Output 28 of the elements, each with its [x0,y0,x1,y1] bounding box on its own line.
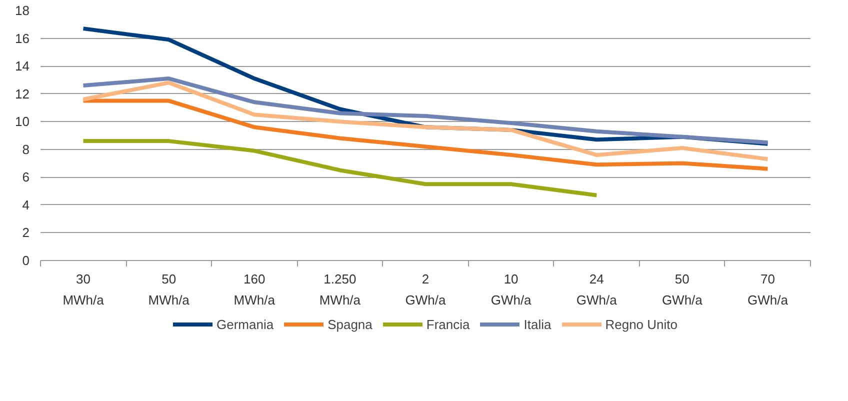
category-label: 2 GWh/a [405,272,446,308]
category-label: 30 MWh/a [62,272,104,308]
y-tick-label: 0 [22,253,30,268]
legend-label: Spagna [328,316,372,332]
y-tick-label: 6 [22,170,30,185]
y-tick-label: 2 [22,225,30,240]
category-label: 50 GWh/a [662,272,702,308]
category-label: 1.250 MWh/a [319,272,361,308]
y-tick-label: 4 [22,197,30,212]
legend-label: Germania [216,316,274,332]
category-label: 160 MWh/a [234,272,275,308]
line-series [81,139,599,198]
line-series [81,80,770,162]
category-label: 24 GWh/a [576,272,617,308]
y-tick-label: 8 [22,142,30,157]
y-tick-label: 16 [15,30,30,46]
line-series [81,76,770,144]
legend-label: Francia [426,316,470,332]
legend-label: Regno Unito [605,316,678,332]
category-label: 50 MWh/a [148,272,190,308]
category-label: 10 GWh/a [490,272,532,308]
category-label: 70 GWh/a [747,272,788,308]
legend-label: Italia [524,316,552,332]
y-tick-label: 18 [15,3,30,18]
y-tick-label: 10 [15,114,30,130]
y-tick-label: 12 [15,86,30,102]
line-series [81,98,770,171]
y-tick-label: 14 [15,58,30,74]
